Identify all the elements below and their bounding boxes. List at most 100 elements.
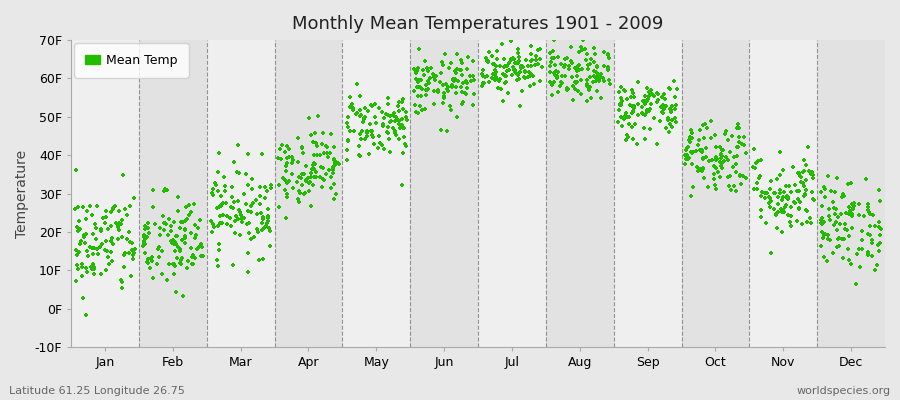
Point (272, 182, 286, 188)
Point (359, 132, 374, 139)
Point (358, 105, 373, 112)
Point (828, 210, 842, 217)
Point (350, 81, 365, 87)
Point (690, 168, 705, 174)
Point (307, 165, 321, 172)
Point (278, 163, 293, 170)
Point (396, 125, 410, 132)
Point (261, 215, 275, 221)
Point (259, 187, 274, 194)
Point (679, 152, 693, 159)
Point (126, 256, 140, 262)
Point (274, 156, 289, 162)
Point (868, 223, 882, 229)
Point (173, 245, 187, 252)
Point (593, 71, 608, 78)
Point (657, 91, 671, 97)
Point (600, 67, 615, 74)
Point (696, 154, 710, 161)
Point (235, 214, 249, 220)
Point (837, 192, 851, 199)
Point (326, 167, 340, 174)
Point (758, 190, 772, 196)
Point (868, 266, 883, 273)
Point (382, 113, 397, 120)
Point (226, 262, 240, 269)
Point (234, 212, 248, 218)
Point (554, 60, 568, 67)
Point (619, 96, 634, 102)
Point (693, 127, 707, 133)
Point (454, 67, 468, 73)
Point (780, 193, 795, 200)
Point (582, 83, 597, 90)
Point (436, 62, 450, 68)
Point (441, 88, 455, 95)
Point (280, 180, 294, 186)
Point (396, 96, 410, 102)
Point (407, 88, 421, 95)
Point (112, 227, 126, 233)
Point (788, 200, 802, 206)
Point (86, 260, 101, 267)
Point (734, 141, 749, 148)
Point (721, 174, 735, 180)
Point (344, 104, 358, 111)
Point (560, 84, 574, 91)
Point (171, 194, 185, 200)
Point (263, 228, 277, 234)
Point (724, 186, 738, 193)
Point (513, 65, 527, 71)
Point (306, 182, 320, 189)
Point (409, 69, 423, 76)
Point (635, 104, 650, 110)
Point (310, 152, 324, 158)
Point (382, 100, 396, 107)
Point (511, 54, 526, 61)
Point (285, 160, 300, 166)
Point (280, 142, 294, 149)
Point (582, 74, 597, 80)
Point (440, 86, 454, 92)
Point (544, 59, 558, 65)
Point (638, 100, 652, 107)
Point (188, 222, 202, 228)
Point (578, 46, 592, 52)
Point (698, 145, 713, 151)
Point (475, 80, 490, 86)
Point (620, 132, 634, 138)
Point (589, 75, 603, 81)
Point (767, 190, 781, 197)
Point (450, 78, 464, 84)
Point (68, 167, 83, 173)
Point (642, 92, 656, 99)
Point (299, 178, 313, 184)
Point (446, 76, 461, 82)
Point (814, 220, 829, 227)
Point (458, 90, 473, 96)
Point (663, 109, 678, 115)
Point (454, 84, 468, 90)
Point (140, 224, 155, 231)
Point (328, 190, 343, 197)
Point (597, 63, 611, 69)
Point (427, 100, 441, 107)
Point (709, 144, 724, 150)
Point (394, 115, 409, 122)
Point (168, 248, 183, 254)
Point (376, 121, 391, 128)
Point (713, 159, 727, 166)
Point (503, 38, 517, 44)
Point (311, 113, 326, 120)
Point (375, 109, 390, 115)
Point (210, 205, 224, 212)
Point (507, 67, 521, 73)
Point (728, 188, 742, 194)
Point (500, 90, 515, 96)
Point (84, 264, 98, 270)
Point (749, 160, 763, 166)
Point (179, 204, 194, 210)
Point (794, 174, 808, 180)
Point (148, 220, 163, 227)
Point (397, 124, 411, 131)
